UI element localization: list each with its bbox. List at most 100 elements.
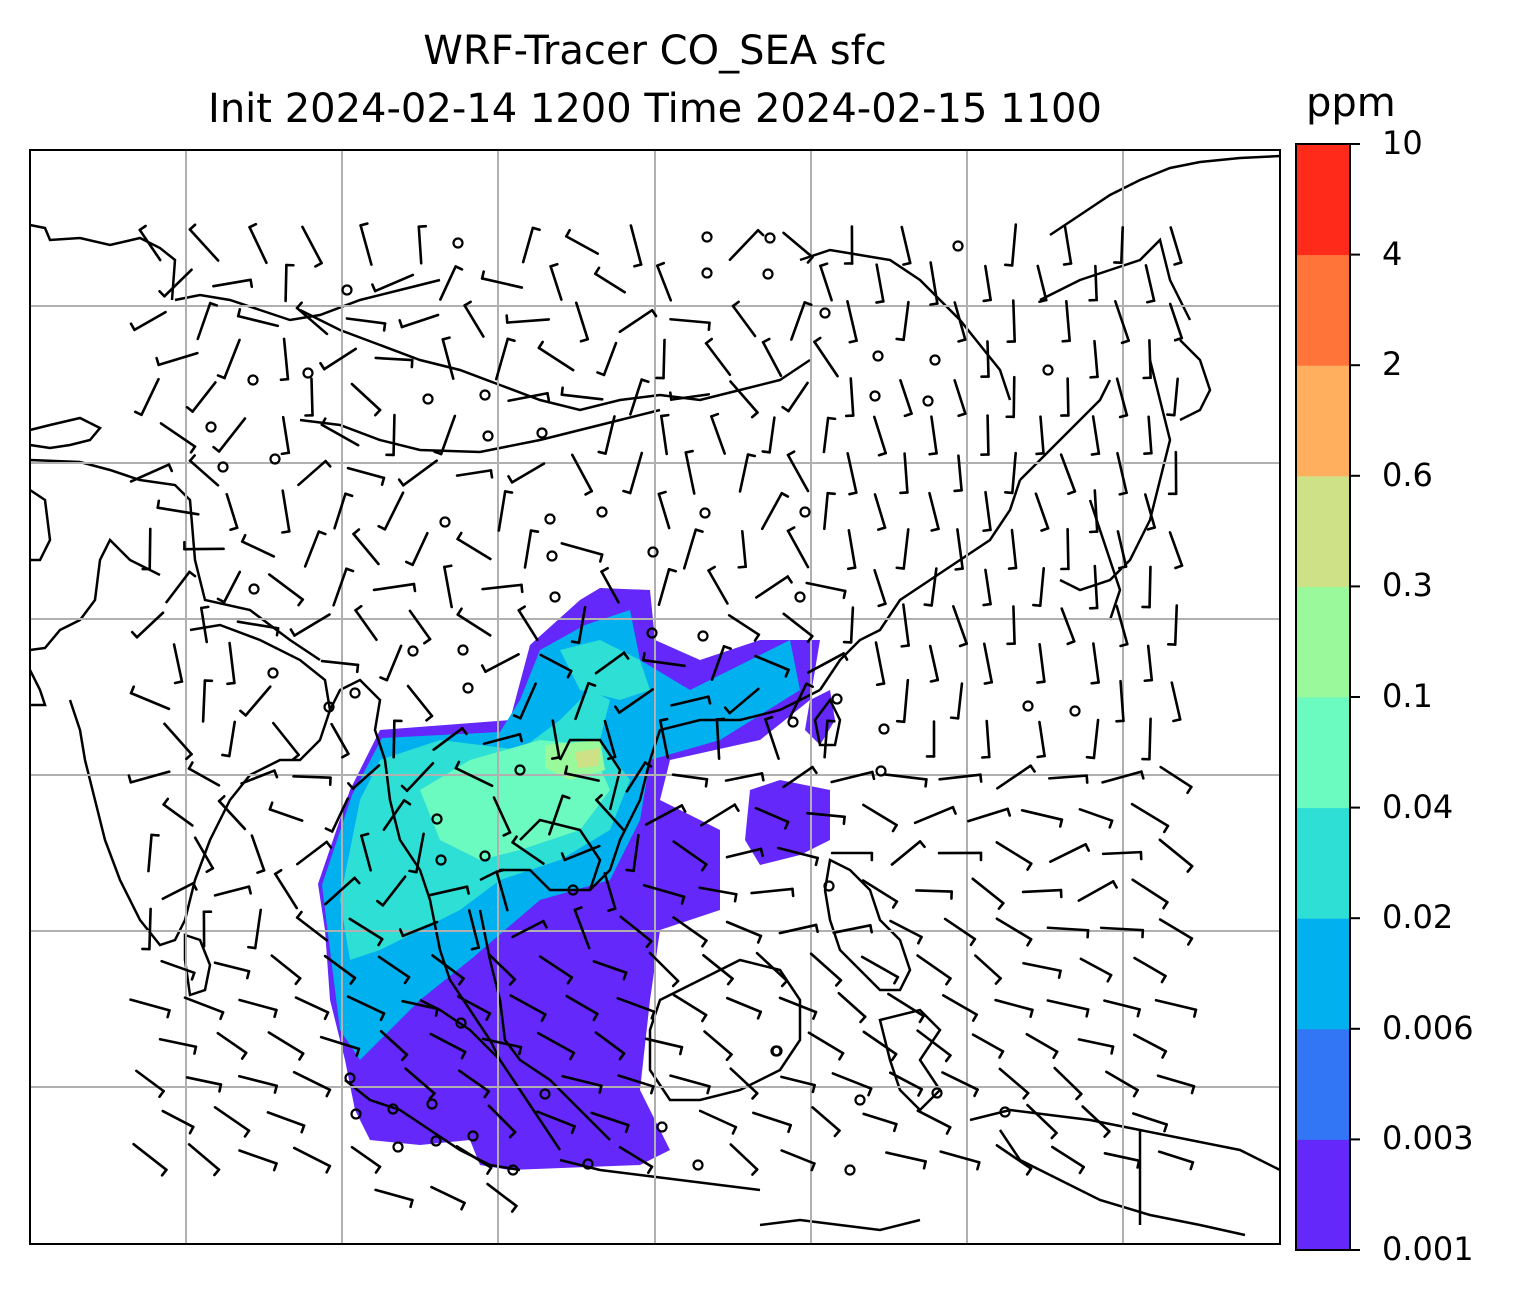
wind-barb [523,529,533,569]
wind-barb-flag [240,533,247,543]
wind-barb-flag [722,644,732,650]
wind-barb [487,953,517,981]
wind-barb-flag [877,451,888,457]
wind-barb-flag [508,978,517,986]
wind-barb-flag [761,337,771,344]
wind-barb-flag [458,977,465,986]
coastline [799,248,1012,401]
wind-barb-flag [138,224,147,232]
wind-barb [213,1106,251,1132]
wind-barb-flag [162,797,170,806]
wind-barb-flag [428,1092,436,1100]
wind-barb [873,568,887,606]
wind-barb-calm [647,546,659,558]
wind-barb [272,721,300,757]
wind-barb [1169,226,1183,264]
wind-barb [768,416,776,454]
wind-barb-flag [791,887,795,898]
wind-barb-flag [1026,937,1033,947]
wind-barb [782,231,814,259]
wind-barb-flag [922,1160,927,1170]
wind-barb [574,301,590,341]
wind-barb [731,304,757,338]
wind-barb-flag [127,774,133,784]
wind-barb [1038,643,1046,683]
colorbar-segment [1296,807,1350,919]
wind-barb [995,917,1033,941]
colorbar-tick-label: 10 [1382,124,1423,162]
wind-barb [1131,1112,1169,1126]
wind-barb [1168,531,1184,567]
wind-barb-flag [408,869,418,874]
wind-barb-flag [607,755,617,761]
coastline [519,818,602,891]
wind-barb-flag [454,760,461,770]
wind-barb-flag [188,454,196,463]
wind-barb [377,955,411,979]
wind-barb-flag [1162,900,1169,910]
wind-barb [698,886,738,896]
wind-barb-flag [1040,526,1050,532]
wind-barb-calm [452,237,464,249]
wind-barb [644,804,684,826]
wind-barb [217,417,247,453]
wind-barb [295,306,329,336]
wind-barb-flag [1029,764,1036,773]
wind-barb-flag [842,815,846,826]
wind-barb-flag [805,682,814,689]
wind-barb-flag [707,695,712,705]
wind-barb [429,1032,467,1054]
wind-barb [563,844,601,862]
wind-barb [617,1074,655,1088]
wind-barb-flag [859,1015,867,1024]
wind-barb [811,1106,841,1132]
wind-barb-flag [701,939,708,948]
wind-barb [236,620,280,630]
wind-barb [238,998,278,1012]
wind-barb [592,960,628,974]
colorbar [1295,143,1360,1251]
wind-barb-flag [441,336,451,341]
wind-barb-flag [323,1011,330,1021]
wind-barb [788,682,808,720]
wind-barb [383,491,405,531]
wind-barb-calm [764,232,776,244]
wind-barb-flag [1136,1008,1141,1018]
wind-barb [998,1067,1030,1095]
wind-barb [284,263,288,303]
wind-barb-flag [645,939,653,948]
wind-barb [704,341,732,377]
wind-barb [889,919,923,939]
wind-barb [1077,1038,1115,1048]
wind-barb [995,841,1033,865]
wind-barb-flag [895,719,906,724]
wind-barb [899,379,913,415]
wind-barb-flag [156,499,161,510]
wind-barb [655,264,673,302]
wind-barb [1115,604,1129,646]
wind-barb-flag [130,630,139,639]
wind-barb [147,833,153,873]
wind-barb-flag [1136,1159,1141,1169]
wind-barb-flag [531,226,541,232]
wind-barb-flag [1186,785,1193,795]
wind-barb [671,773,709,781]
wind-barb [191,381,217,413]
wind-barb-flag [569,1051,576,1061]
wind-barb [135,611,165,639]
wind-barb-flag [129,685,136,695]
coastline [299,308,811,412]
wind-barb-calm [656,1121,668,1133]
wind-barb [986,340,990,378]
wind-barb [573,908,591,950]
wind-barb-flag [423,637,432,645]
wind-barb-flag [247,945,257,950]
wind-barb-flag [891,900,899,909]
wind-barb-flag [199,605,210,610]
wind-barb [1012,605,1016,645]
wind-barb [351,764,381,790]
wind-barb [216,1031,248,1055]
wind-barb [372,582,416,592]
wind-barb [823,719,829,759]
wind-barb [133,310,167,332]
